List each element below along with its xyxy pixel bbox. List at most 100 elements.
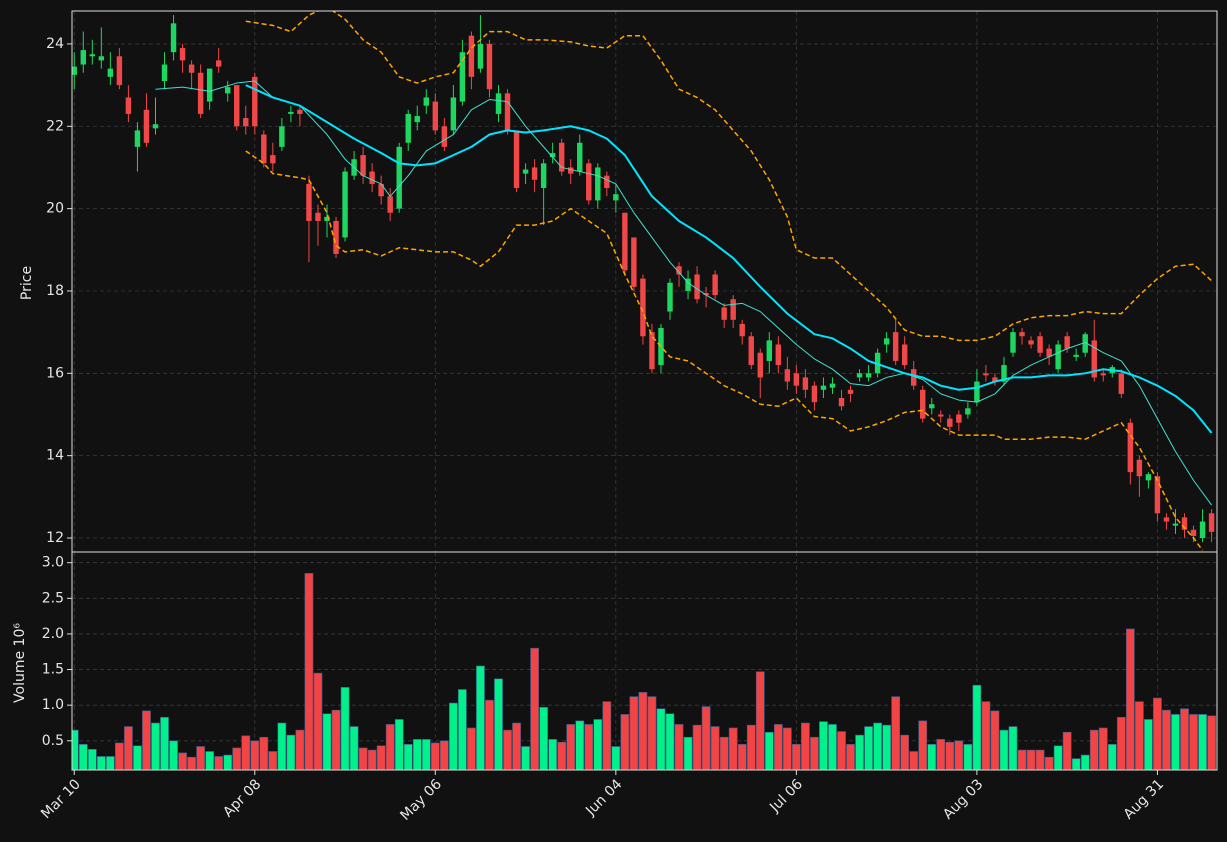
candle-body <box>468 35 475 77</box>
candle-body <box>378 183 384 197</box>
volume-bar <box>268 751 278 770</box>
candle-body <box>829 383 836 388</box>
candle-body <box>360 155 366 176</box>
volume-bar <box>584 724 594 770</box>
volume-bar <box>593 719 603 770</box>
volume-bar <box>629 696 639 770</box>
volume-bar <box>801 722 810 770</box>
volume-bar <box>683 736 693 770</box>
candle-body <box>1091 340 1097 378</box>
candle-body <box>685 278 691 291</box>
candle-body <box>748 336 754 366</box>
candle-body <box>72 66 77 75</box>
volume-bar <box>611 746 621 770</box>
volume-bar <box>476 665 485 770</box>
volume-bar <box>999 729 1009 770</box>
candle-body <box>1055 344 1061 370</box>
candle-body <box>522 169 529 174</box>
candle-body <box>197 72 204 114</box>
candle-body <box>883 338 890 345</box>
volume-bar <box>439 740 449 770</box>
candle-body <box>775 344 782 366</box>
candle-body <box>1073 354 1079 357</box>
volume-bar <box>557 741 567 770</box>
volume-bar <box>891 696 901 770</box>
candle-body <box>920 389 926 419</box>
candle-body <box>595 167 601 201</box>
volume-bar <box>331 709 341 770</box>
y-tick-label: 18 <box>46 283 64 299</box>
candle-body <box>856 373 863 378</box>
y-tick-label: 12 <box>46 530 64 546</box>
candle-body <box>694 274 700 300</box>
volume-bar <box>367 749 377 770</box>
candle-body <box>892 332 899 361</box>
volume-bar <box>1089 729 1099 770</box>
volume-bar <box>773 724 783 770</box>
volume-bar <box>494 678 503 770</box>
candle-body <box>432 101 439 131</box>
candle-body <box>586 163 592 201</box>
overlay-line <box>155 80 1212 506</box>
candle-body <box>811 385 818 403</box>
volume-bar <box>701 706 711 770</box>
volume-bar <box>530 647 539 770</box>
candle-body <box>414 115 420 123</box>
candle-body <box>486 43 493 90</box>
volume-bar <box>214 756 224 770</box>
candle-body <box>901 344 908 366</box>
y-tick-label: 2.0 <box>42 626 64 642</box>
y-tick-label: 20 <box>46 201 64 217</box>
volume-bar <box>1026 749 1036 770</box>
candle-body <box>387 196 393 213</box>
candle-body <box>676 266 682 275</box>
candle-body <box>757 352 763 378</box>
volume-bar <box>1080 754 1090 770</box>
volume-bar <box>1198 714 1207 770</box>
y-tick-label: 3.0 <box>42 555 64 571</box>
volume-bar <box>1098 727 1108 770</box>
y-axis-label: Price <box>19 266 35 300</box>
candle-body <box>1046 348 1052 357</box>
candle-body <box>1163 517 1170 522</box>
candle-body <box>558 142 565 172</box>
volume-bar <box>1189 714 1198 770</box>
candle-body <box>134 130 141 147</box>
volume-bar <box>106 756 115 770</box>
volume-bar <box>449 702 458 770</box>
candle-body <box>188 64 195 73</box>
candle-body <box>450 97 457 131</box>
candle-body <box>1199 521 1206 539</box>
volume-bar <box>1017 749 1027 770</box>
overlay-line <box>245 84 1213 434</box>
volume-bar <box>485 699 494 770</box>
volume-bar <box>1153 697 1162 770</box>
candle-body <box>983 373 989 376</box>
candle-body <box>631 237 637 287</box>
y-tick-label: 1.0 <box>42 697 64 713</box>
candle-body <box>703 293 709 296</box>
candle-body <box>261 134 267 164</box>
candle-body <box>504 93 511 131</box>
volume-bar <box>1053 745 1063 770</box>
volume-bar <box>1125 628 1135 770</box>
candle-body <box>1127 422 1134 473</box>
candle-body <box>531 167 538 180</box>
volume-bar <box>250 740 260 770</box>
candle-body <box>604 175 610 189</box>
candle-body <box>234 85 240 127</box>
volume-bar <box>133 745 142 770</box>
volume-bar <box>909 751 919 770</box>
volume-bar <box>1144 719 1153 770</box>
candle-body <box>495 93 502 114</box>
volume-bar <box>169 740 178 770</box>
candle-body <box>712 274 718 296</box>
volume-bar <box>882 724 891 770</box>
candle-body <box>306 183 312 221</box>
volume-bar <box>656 708 666 770</box>
candle-body <box>802 377 809 390</box>
candle-body <box>270 155 276 164</box>
candle-body <box>938 414 944 417</box>
volume-bar <box>1035 749 1045 770</box>
